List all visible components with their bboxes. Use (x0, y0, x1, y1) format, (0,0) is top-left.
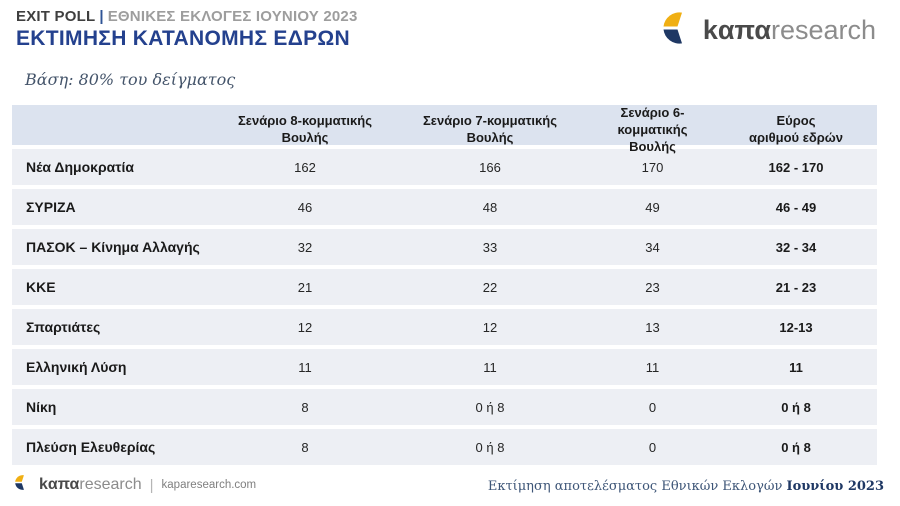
table-row: ΠΑΣΟΚ – Κίνημα Αλλαγής 32 33 34 32 - 34 (12, 229, 877, 265)
seat-range: 162 - 170 (768, 159, 824, 175)
party-name: ΠΑΣΟΚ – Κίνημα Αλλαγής (26, 239, 200, 255)
footer-website: kaparesearch.com (161, 479, 257, 491)
party-name: Νίκη (26, 399, 57, 415)
kicker-election-name: ΕΘΝΙΚΕΣ ΕΚΛΟΓΕΣ ΙΟΥΝΙΟΥ 2023 (107, 8, 358, 25)
seat-range: 21 - 23 (775, 279, 817, 295)
seats-7party: 0 ή 8 (475, 439, 505, 455)
seats-8party: 21 (297, 279, 313, 295)
seat-range: 32 - 34 (775, 239, 817, 255)
seats-8party: 8 (301, 439, 309, 455)
header-seat-range: Εύρος αριθμού εδρών (748, 113, 844, 146)
seats-8party: 12 (297, 319, 313, 335)
party-name: Νέα Δημοκρατία (26, 159, 134, 175)
seat-distribution-table: Σενάριο 8-κομματικής Βουλής Σενάριο 7-κο… (12, 105, 877, 465)
kapa-logo-text: kαπαresearch (703, 17, 876, 44)
logo-text-kapa: kαπα (702, 15, 771, 45)
table-row: Σπαρτιάτες 12 12 13 12-13 (12, 309, 877, 345)
footer-note-date: Ιουνίου 2023 (786, 479, 884, 494)
seats-6party: 0 (648, 399, 657, 415)
seats-6party: 34 (645, 239, 660, 255)
table-row: ΣΥΡΙΖΑ 46 48 49 46 - 49 (12, 189, 877, 225)
seats-7party: 166 (479, 159, 501, 175)
seats-8party: 32 (297, 239, 313, 255)
seats-6party: 49 (645, 199, 660, 215)
kicker-exit-poll: EXIT POLL (16, 8, 96, 25)
seats-7party: 0 ή 8 (475, 399, 505, 415)
table-row: Ελληνική Λύση 11 11 11 11 (12, 349, 877, 385)
sample-base-note: Βάση: 80% του δείγματος (25, 70, 236, 89)
party-name: ΚΚΕ (26, 279, 56, 295)
header-scenario-7: Σενάριο 7-κομματικής Βουλής (423, 113, 557, 146)
logo-text-research: research (79, 476, 142, 493)
seats-8party: 162 (294, 159, 316, 175)
footer-brand: kαπαresearch | kaparesearch.com (14, 474, 256, 496)
seats-6party: 0 (648, 439, 657, 455)
footer-note-text: Εκτίμηση αποτελέσματος Εθνικών Εκλογών (487, 479, 787, 494)
seat-range: 11 (789, 359, 803, 375)
table-row: ΚΚΕ 21 22 23 21 - 23 (12, 269, 877, 305)
table-row: Πλεύση Ελευθερίας 8 0 ή 8 0 0 ή 8 (12, 429, 877, 465)
logo-text-kapa: kαπα (39, 476, 80, 493)
header-scenario-8: Σενάριο 8-κομματικής Βουλής (238, 113, 372, 146)
kicker-separator: | (99, 8, 104, 25)
seats-6party: 13 (645, 319, 660, 335)
seats-8party: 46 (297, 199, 313, 215)
table-header-row: Σενάριο 8-κομματικής Βουλής Σενάριο 7-κο… (12, 105, 877, 154)
footer-note: Εκτίμηση αποτελέσματος Εθνικών Εκλογών Ι… (488, 479, 884, 494)
party-name: Ελληνική Λύση (26, 359, 127, 375)
page-title: ΕΚΤΙΜΗΣΗ ΚΑΤΑΝΟΜΗΣ ΕΔΡΩΝ (16, 27, 351, 50)
footer-divider: | (149, 476, 154, 494)
party-name: Πλεύση Ελευθερίας (26, 439, 156, 455)
kapa-research-logo: kαπαresearch (661, 10, 876, 51)
seats-6party: 11 (645, 359, 660, 375)
kapa-logo-mark-icon (661, 10, 697, 51)
party-name: ΣΥΡΙΖΑ (26, 199, 76, 215)
seat-range: 0 ή 8 (781, 399, 811, 415)
seats-7party: 22 (482, 279, 498, 295)
kapa-logo-mark-icon (14, 474, 31, 496)
header-scenario-6: Σενάριο 6-κομματικής Βουλής (617, 105, 688, 154)
party-name: Σπαρτιάτες (26, 319, 101, 335)
seat-range: 12-13 (779, 319, 813, 335)
table-row: Νέα Δημοκρατία 162 166 170 162 - 170 (12, 149, 877, 185)
logo-text-research: research (770, 15, 876, 45)
seats-7party: 33 (482, 239, 498, 255)
seats-6party: 170 (641, 159, 664, 175)
seat-range: 46 - 49 (775, 199, 817, 215)
seats-8party: 11 (298, 359, 312, 375)
seats-6party: 23 (645, 279, 660, 295)
seat-range: 0 ή 8 (781, 439, 811, 455)
seats-7party: 11 (483, 359, 497, 375)
seats-8party: 8 (301, 399, 309, 415)
seats-7party: 48 (482, 199, 498, 215)
kapa-logo-text: kαπαresearch (39, 477, 142, 493)
slide-kicker: EXIT POLL | ΕΘΝΙΚΕΣ ΕΚΛΟΓΕΣ ΙΟΥΝΙΟΥ 2023 (16, 8, 358, 25)
table-row: Νίκη 8 0 ή 8 0 0 ή 8 (12, 389, 877, 425)
seats-7party: 12 (482, 319, 498, 335)
